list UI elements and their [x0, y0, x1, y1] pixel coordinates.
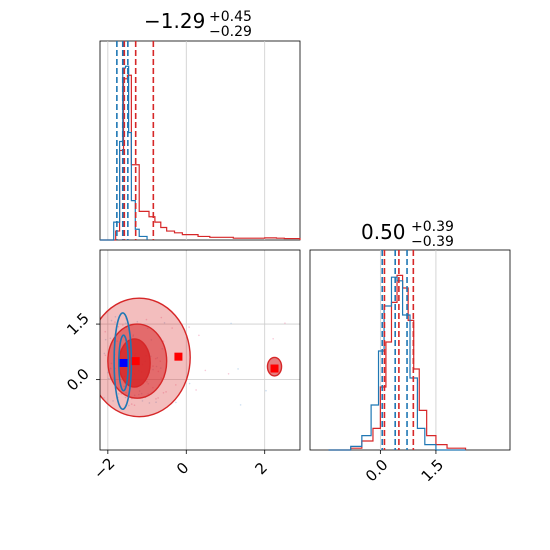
- scatter-noise-point: [141, 400, 144, 402]
- scatter-blue-contour: [118, 334, 130, 392]
- scatter-noise-point: [128, 404, 130, 407]
- scatter-noise-point: [188, 382, 191, 385]
- scatter-marker-red: [174, 352, 183, 361]
- hist-x-quantiles: [116, 41, 155, 240]
- scatter-noise-point: [188, 326, 190, 328]
- hist-x-title-plus: +0.45: [209, 9, 252, 25]
- scatter-noise-point: [103, 397, 105, 399]
- scatter-marker-red: [270, 364, 279, 373]
- x-tick-label: 0: [173, 459, 192, 478]
- y-tick-label: 0.0: [63, 365, 93, 395]
- scatter-markers: [119, 352, 279, 373]
- hist-y-red-series: [328, 274, 467, 451]
- hist-y-title-minus: −0.39: [411, 234, 454, 250]
- scatter-panel: [99, 249, 301, 451]
- scatter-noise-point: [171, 327, 173, 329]
- scatter-contours: [100, 297, 283, 418]
- hist-y-tick-label: 1.5: [418, 456, 448, 486]
- hist-x-grid: [107, 41, 266, 240]
- hist-y-bars: [328, 274, 467, 451]
- scatter-noise-point: [175, 401, 177, 404]
- scatter-noise-point: [162, 392, 165, 394]
- scatter-noise-point: [155, 398, 157, 400]
- hist-y-title: 0.50: [361, 220, 406, 244]
- hist-x-panel: −1.29 +0.45 −0.29: [99, 9, 301, 241]
- scatter-noise-point: [272, 337, 274, 340]
- hist-x-frame: [99, 40, 301, 241]
- scatter-noise-point: [163, 322, 166, 324]
- scatter-noise-point: [104, 354, 107, 357]
- scatter-noise-point: [130, 403, 133, 405]
- hist-x-blue-series: [100, 65, 148, 241]
- hist-x-title-minus: −0.29: [209, 24, 252, 40]
- scatter-noise-point: [136, 320, 139, 323]
- scatter-noise-point: [117, 325, 120, 328]
- hist-y-grid: [379, 250, 437, 450]
- hist-y-blue-series: [328, 276, 466, 451]
- scatter-noise-point: [284, 322, 286, 324]
- scatter-noise-point: [109, 337, 112, 340]
- scatter-noise-point: [114, 315, 117, 318]
- scatter-noise-point: [133, 404, 136, 407]
- scatter-blue-contour: [113, 312, 133, 411]
- y-tick-label: 1.5: [63, 309, 93, 339]
- scatter-noise-point: [117, 393, 120, 395]
- scatter-noise-point: [110, 319, 113, 322]
- hist-y-panel: 0.50 +0.39 −0.39: [309, 219, 511, 451]
- scatter-noise-point: [125, 322, 127, 325]
- x-tick-label: 2: [251, 459, 270, 478]
- scatter-noise-point: [103, 352, 106, 355]
- scatter-noise-point: [114, 321, 116, 323]
- hist-y-tick-label: 0.0: [362, 456, 392, 486]
- scatter-noise-point: [165, 391, 167, 393]
- scatter-noise-point: [155, 401, 157, 404]
- hist-y-quantiles: [381, 250, 415, 450]
- x-tick-label: −2: [90, 454, 118, 482]
- scatter-noise-point: [204, 369, 207, 372]
- hist-x-red-series: [100, 74, 301, 241]
- scatter-noise-point: [145, 318, 148, 321]
- scatter-noise-point: [107, 377, 110, 380]
- scatter-noise-point: [104, 338, 107, 341]
- scatter-noise-point: [198, 334, 200, 337]
- scatter-noise-point: [174, 384, 177, 386]
- scatter-noise-point: [148, 402, 151, 404]
- scatter-noise-point: [122, 324, 124, 326]
- scatter-noise-point: [157, 397, 159, 399]
- hist-x-bars: [100, 65, 301, 241]
- scatter-noise-point: [230, 322, 232, 325]
- hist-y-frame: [309, 249, 511, 451]
- hist-x-title-value: −1.29: [144, 9, 205, 33]
- scatter-noise-point: [237, 368, 239, 370]
- scatter-marker-blue: [119, 358, 128, 367]
- scatter-noise-point: [227, 372, 230, 375]
- scatter-marker-red: [131, 357, 140, 366]
- scatter-noise-point: [104, 330, 107, 333]
- scatter-noise-point: [195, 389, 197, 391]
- scatter-noise-point: [160, 316, 163, 319]
- scatter-noise-point: [239, 404, 242, 406]
- scatter-noise-point: [265, 389, 267, 392]
- scatter-noise-point: [112, 400, 114, 402]
- scatter-noise-point: [124, 396, 127, 399]
- hist-x-title: −1.29: [144, 9, 205, 33]
- scatter-frame: [99, 249, 301, 451]
- hist-y-title-plus: +0.39: [411, 219, 454, 235]
- scatter-noise-point: [107, 371, 109, 374]
- hist-y-title-value: 0.50: [361, 220, 406, 244]
